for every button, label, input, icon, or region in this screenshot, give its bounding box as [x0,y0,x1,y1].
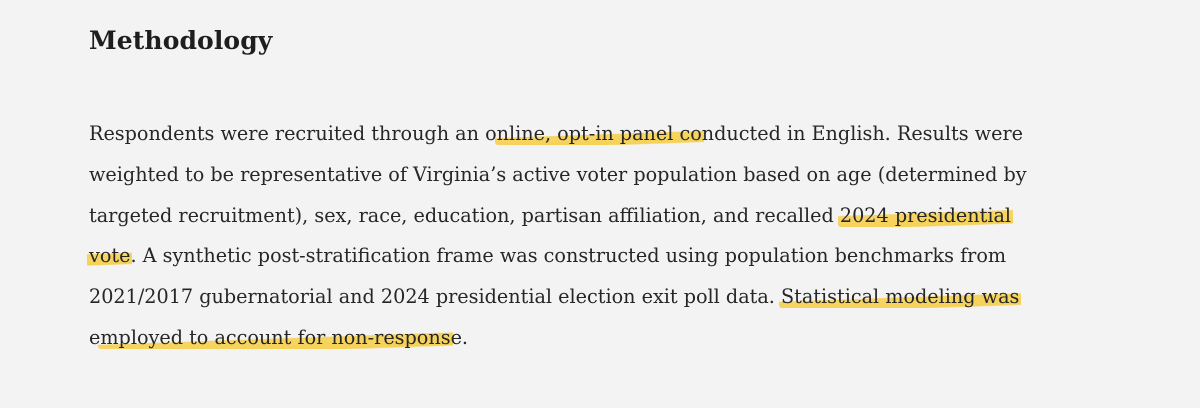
text-segment: weighted to be representative of Virgini… [89,162,1027,186]
text-segment: e. [450,325,469,349]
highlighted-text: mployed to account for non-respons [98,325,453,349]
highlighted-text: Statistical modeling was [779,285,1022,309]
paragraph-line: vote. A synthetic post-stratification fr… [87,236,1149,277]
text-segment: Respondents were recruited through an o [89,122,497,145]
text-segment: targeted recruitment), sex, race, educat… [89,203,840,227]
highlighted-text: 2024 presidential [837,203,1014,227]
paragraph-line: Respondents were recruited through an on… [89,114,1149,155]
highlighted-text: nline, opt-in panel co [494,122,704,145]
paragraph-line: targeted recruitment), sex, race, educat… [89,196,1149,237]
paragraph-line: weighted to be representative of Virgini… [89,155,1149,196]
text-segment: nducted in English. Results were [701,122,1023,145]
highlighted-text: vote [87,244,133,268]
text-segment: 2021/2017 gubernatorial and 2024 preside… [89,285,781,309]
methodology-paragraph: Respondents were recruited through an on… [87,114,1149,359]
section-heading: Methodology [89,26,273,55]
paragraph-line: employed to account for non-response. [89,318,1149,359]
text-segment: . A synthetic post-stratification frame … [130,244,1007,268]
text-segment: e [89,325,101,349]
paragraph-line: 2021/2017 gubernatorial and 2024 preside… [89,277,1149,318]
